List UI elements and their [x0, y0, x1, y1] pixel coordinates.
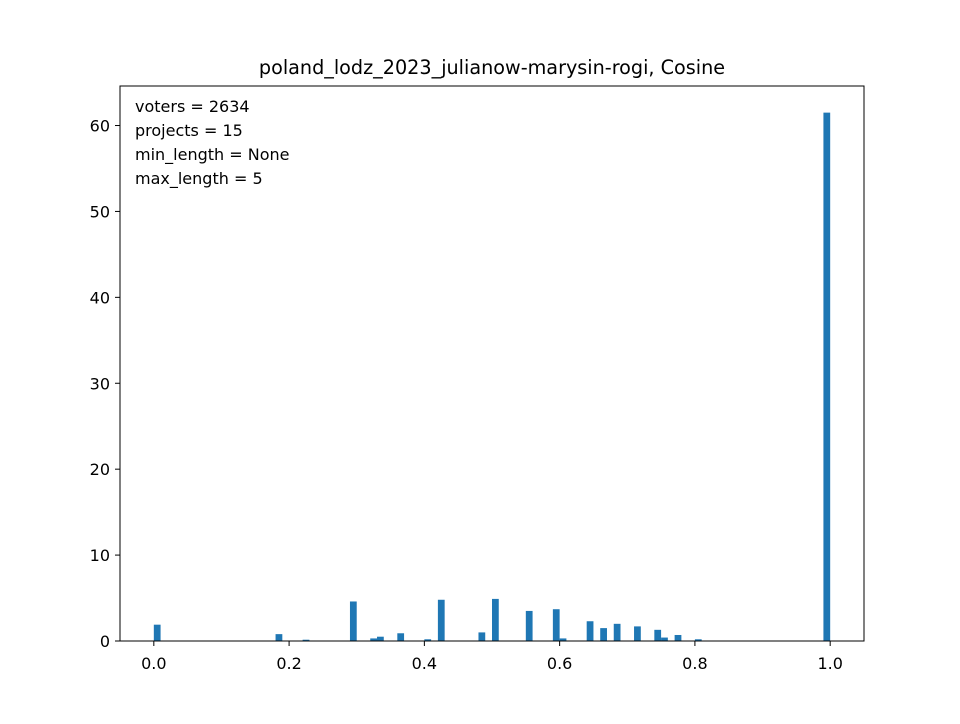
- y-tick-label: 50: [90, 202, 110, 221]
- annotation-max-length: max_length = 5: [135, 169, 263, 189]
- histogram-bar: [661, 638, 668, 641]
- histogram-bar: [600, 628, 607, 641]
- annotation-voters: voters = 2634: [135, 97, 250, 116]
- histogram-bar: [614, 624, 621, 641]
- x-tick-label: 0.0: [141, 654, 166, 673]
- x-axis: 0.0 0.2 0.4 0.6 0.8 1.0: [141, 641, 843, 673]
- x-tick-label: 0.2: [276, 654, 301, 673]
- y-tick-label: 10: [90, 546, 110, 565]
- y-tick-label: 0: [100, 632, 110, 651]
- x-tick-label: 0.4: [412, 654, 437, 673]
- x-tick-label: 0.8: [682, 654, 707, 673]
- chart-title: poland_lodz_2023_julianow-marysin-rogi, …: [259, 56, 725, 79]
- histogram-bar: [823, 113, 830, 641]
- histogram-bar: [377, 637, 384, 641]
- x-tick-label: 0.6: [547, 654, 572, 673]
- histogram-bar: [526, 611, 533, 641]
- histogram-bar: [553, 609, 560, 641]
- histogram-bar: [654, 630, 661, 641]
- histogram-bar: [350, 601, 357, 641]
- histogram-bar: [438, 600, 445, 641]
- annotation-min-length: min_length = None: [135, 145, 290, 165]
- histogram-bar: [478, 632, 485, 641]
- histogram-bar: [587, 621, 594, 641]
- x-tick-label: 1.0: [817, 654, 842, 673]
- bars: [154, 113, 830, 641]
- annotation-block: voters = 2634 projects = 15 min_length =…: [135, 97, 290, 189]
- y-axis: 0 10 20 30 40 50 60: [90, 117, 120, 651]
- histogram-bar: [675, 635, 682, 641]
- histogram-bar: [492, 599, 499, 641]
- histogram-bar: [397, 633, 404, 641]
- histogram-bar: [154, 625, 161, 641]
- histogram-bar: [276, 634, 283, 641]
- y-tick-label: 60: [90, 117, 110, 136]
- y-tick-label: 40: [90, 288, 110, 307]
- histogram-bar: [634, 626, 641, 641]
- y-tick-label: 20: [90, 460, 110, 479]
- y-tick-label: 30: [90, 374, 110, 393]
- annotation-projects: projects = 15: [135, 121, 243, 140]
